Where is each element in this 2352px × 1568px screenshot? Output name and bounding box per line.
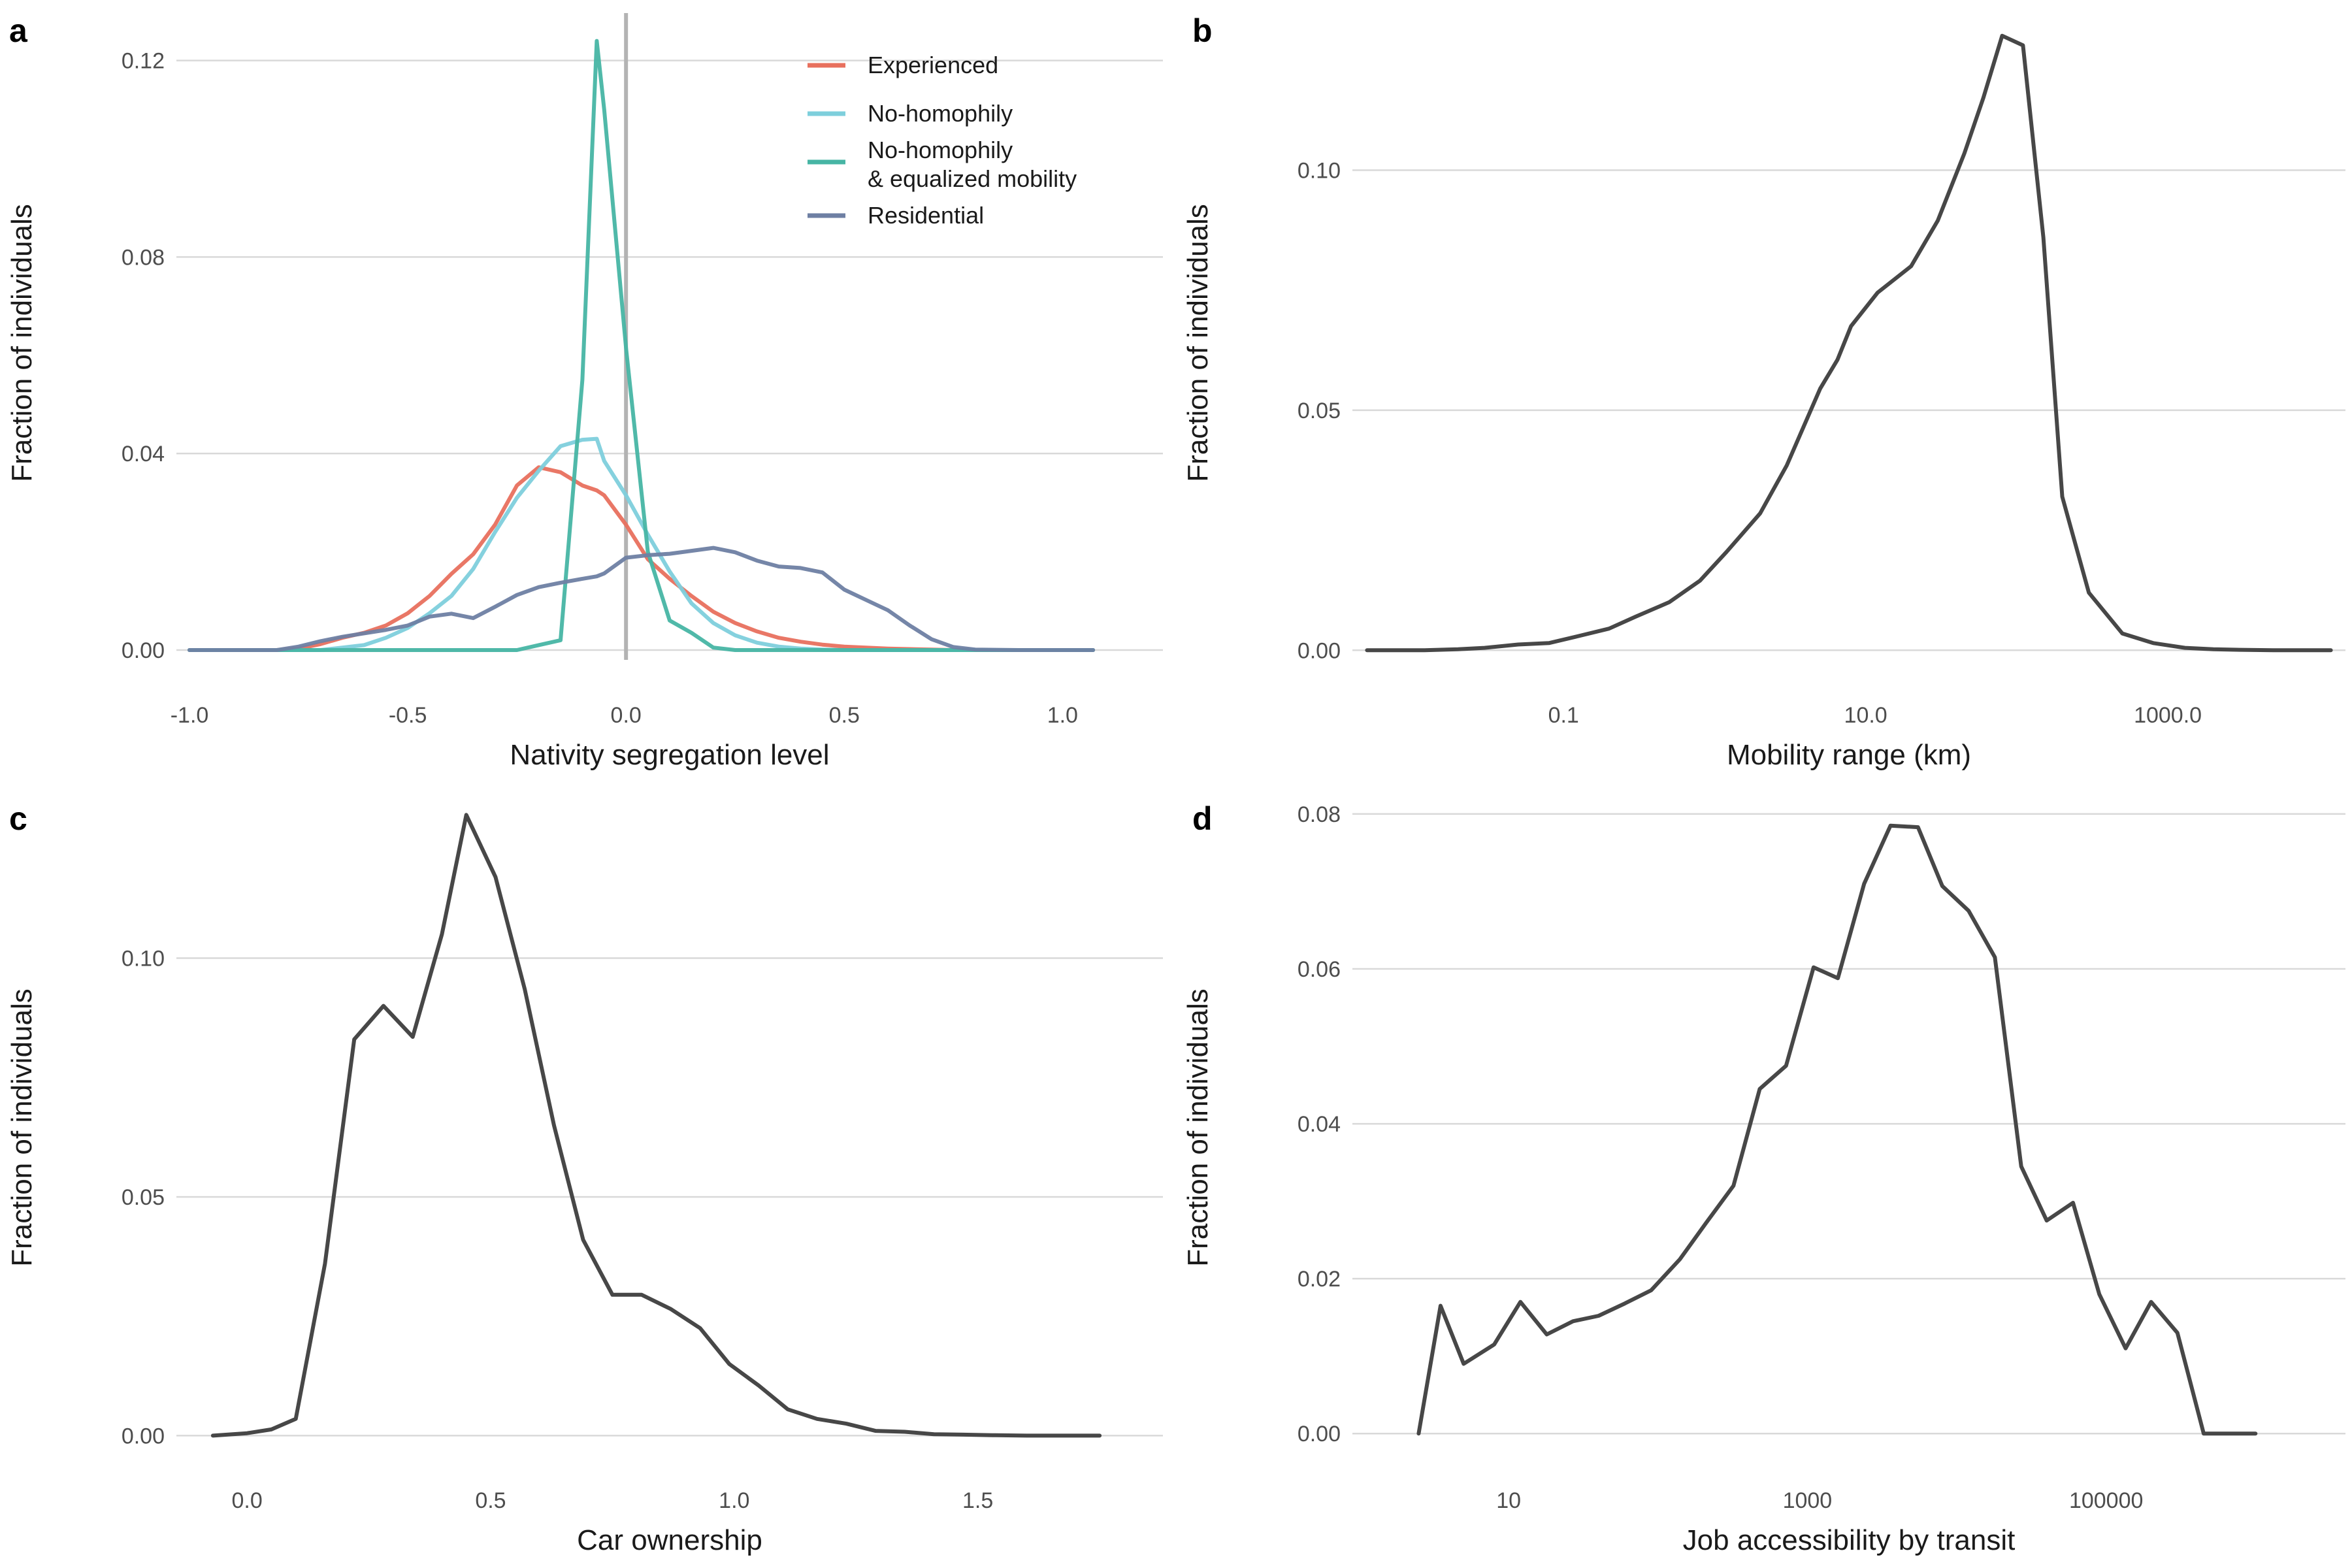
x-tick-label: 10 xyxy=(1496,1488,1521,1513)
x-tick-label: 1000 xyxy=(1783,1488,1833,1513)
x-tick-label: 10.0 xyxy=(1844,703,1887,728)
x-tick-label: 1000.0 xyxy=(2134,703,2202,728)
y-axis-title: Fraction of individuals xyxy=(6,988,38,1267)
x-tick-label: 0.1 xyxy=(1548,703,1579,728)
panel-b: b 0.00 0.05 0.10 0.1 10.0 1000.0 Mobility range… xyxy=(1182,12,2345,771)
y-tick-label: 0.00 xyxy=(1298,638,1341,663)
panel-a: a 0.00 0.04 0.08 0.12 -1.0 -0.5 0.0 0.5 1.0 Nativi… xyxy=(6,12,1163,771)
y-tick-label: 0.10 xyxy=(1298,158,1341,183)
series-line xyxy=(210,813,1102,1438)
legend-label: Residential xyxy=(868,202,984,229)
series-line-no-homophily-equalized xyxy=(188,39,1096,652)
panel-c: c 0.00 0.05 0.10 0.0 0.5 1.0 1.5 Car ownership Fr… xyxy=(6,800,1163,1556)
legend-label: No-homophily xyxy=(868,100,1013,127)
x-axis-title: Nativity segregation level xyxy=(510,739,829,771)
x-axis-title: Mobility range (km) xyxy=(1727,739,1971,771)
y-tick-label: 0.08 xyxy=(122,245,165,270)
panel-letter: a xyxy=(9,12,28,49)
y-tick-label: 0.08 xyxy=(1298,802,1341,827)
y-axis-title: Fraction of individuals xyxy=(1182,988,1214,1267)
panel-letter: b xyxy=(1192,12,1213,49)
x-tick-label: 100000 xyxy=(2069,1488,2143,1513)
y-tick-label: 0.02 xyxy=(1298,1267,1341,1292)
y-tick-label: 0.04 xyxy=(122,442,165,466)
x-axis-title: Job accessibility by transit xyxy=(1683,1524,2016,1556)
y-tick-label: 0.00 xyxy=(122,1424,165,1448)
y-tick-label: 0.00 xyxy=(1298,1422,1341,1446)
series-line-no-homophily xyxy=(188,436,1096,652)
y-tick-label: 0.04 xyxy=(1298,1112,1341,1137)
panel-letter: c xyxy=(9,800,27,837)
y-tick-label: 0.05 xyxy=(1298,399,1341,423)
y-axis-title: Fraction of individuals xyxy=(6,204,38,482)
y-tick-label: 0.10 xyxy=(122,947,165,972)
x-tick-label: 0.5 xyxy=(829,703,860,728)
legend-label: No-homophily & equalized mobility xyxy=(868,137,1077,192)
series-line xyxy=(1416,823,2258,1436)
series-line xyxy=(1365,33,2333,653)
x-tick-label: 1.5 xyxy=(962,1488,993,1513)
y-axis-title: Fraction of individuals xyxy=(1182,204,1214,482)
legend: Experienced No-homophily No-homophily & equ… xyxy=(808,52,1077,229)
x-tick-label: -1.0 xyxy=(171,703,209,728)
y-tick-label: 0.06 xyxy=(1298,957,1341,982)
y-tick-label: 0.12 xyxy=(122,49,165,74)
x-tick-label: 0.0 xyxy=(611,703,642,728)
x-tick-label: -0.5 xyxy=(389,703,427,728)
x-tick-label: 1.0 xyxy=(1047,703,1078,728)
panel-letter: d xyxy=(1192,800,1213,837)
x-tick-label: 0.0 xyxy=(231,1488,262,1513)
panel-d: d 0.00 0.02 0.04 0.06 0.08 10 1000 100000 Job acc… xyxy=(1182,800,2345,1556)
y-tick-label: 0.05 xyxy=(122,1185,165,1210)
series-line-residential xyxy=(188,546,1096,652)
legend-label: Experienced xyxy=(868,52,998,78)
x-tick-label: 1.0 xyxy=(719,1488,749,1513)
x-axis-title: Car ownership xyxy=(577,1524,762,1556)
x-tick-label: 0.5 xyxy=(475,1488,506,1513)
y-tick-label: 0.00 xyxy=(122,638,165,663)
